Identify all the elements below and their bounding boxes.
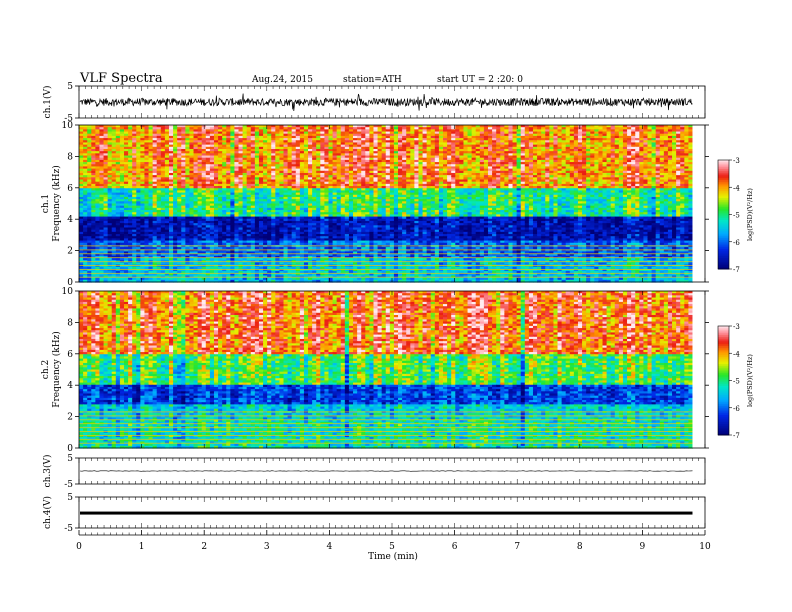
y-tick-label: 5 (67, 82, 73, 92)
plot-canvas: 5-5ch.1(V)0246810ch.1 Frequency (kHz)-3-4… (0, 0, 792, 612)
ch1-waveform-panel: 5-5ch.1(V) (42, 82, 705, 124)
waveform-trace (80, 94, 693, 112)
channel-axis-label: ch.1(V) (42, 86, 53, 119)
vlf-spectra-figure: VLF Spectra Aug.24, 2015 station=ATH sta… (0, 0, 792, 612)
